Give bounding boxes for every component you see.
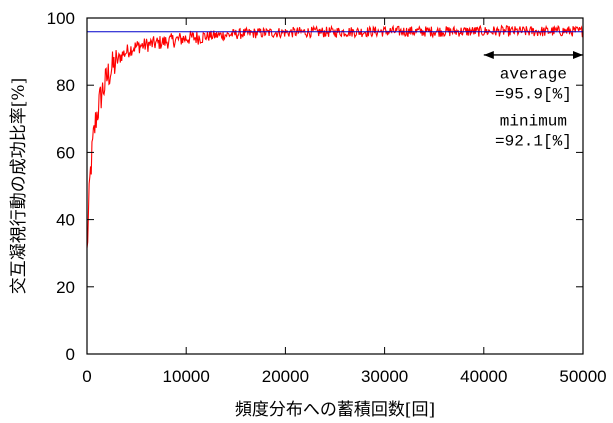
y-tick-label: 0 bbox=[66, 345, 75, 364]
x-tick-label: 50000 bbox=[559, 367, 606, 386]
y-tick-label: 100 bbox=[47, 9, 75, 28]
axis-ticks: 0 10000 20000 30000 40000 50000 0 20 40 60 80 100 bbox=[47, 9, 607, 386]
plot-frame bbox=[86, 17, 584, 355]
x-tick-label: 30000 bbox=[361, 367, 408, 386]
range-arrow-left-head bbox=[483, 50, 494, 59]
x-tick-label: 40000 bbox=[460, 367, 507, 386]
y-tick-label: 60 bbox=[56, 143, 75, 162]
series-line-0 bbox=[86, 24, 584, 249]
y-tick-label: 80 bbox=[56, 76, 75, 95]
annotation-text: minimum bbox=[500, 113, 567, 131]
y-axis-title: 交互凝視行動の成功比率[%] bbox=[9, 78, 29, 294]
x-tick-label: 20000 bbox=[262, 367, 309, 386]
y-tick-label: 20 bbox=[56, 278, 75, 297]
annotation-text: =95.9[%] bbox=[495, 86, 572, 104]
x-axis-title: 頻度分布への蓄積回数[回] bbox=[235, 400, 435, 420]
x-tick-label: 10000 bbox=[163, 367, 210, 386]
annotation-text: =92.1[%] bbox=[495, 133, 572, 151]
annotations: average =95.9[%] minimum =92.1[%] bbox=[483, 50, 583, 151]
x-tick-label: 0 bbox=[82, 367, 91, 386]
range-arrow-right-head bbox=[573, 50, 583, 59]
y-tick-label: 40 bbox=[56, 211, 75, 230]
annotation-text: average bbox=[500, 65, 567, 83]
plot-lines bbox=[86, 24, 584, 249]
